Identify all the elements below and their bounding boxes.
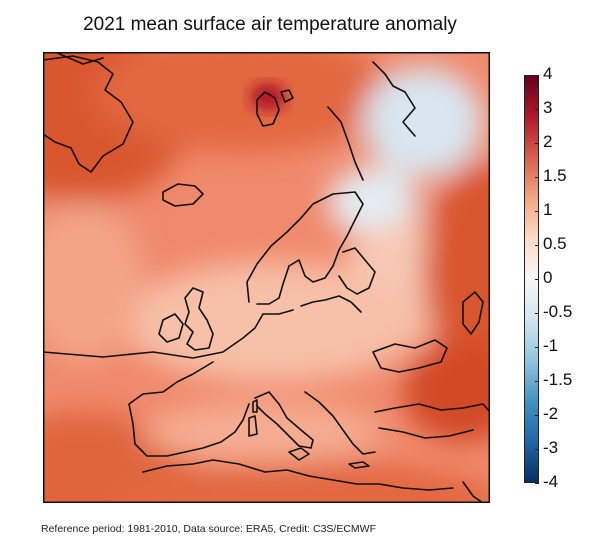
coastline-corsica (252, 399, 258, 413)
map-frame (43, 52, 490, 503)
colorbar-tick-mark (535, 109, 539, 110)
coastline-svalbard-east (280, 89, 294, 103)
coastline-sardinia (248, 415, 258, 437)
colorbar-tick-label: -3 (543, 438, 559, 457)
anomaly-patch-cool-north (363, 67, 483, 177)
colorbar-tick-mark (535, 381, 539, 382)
coastline-north-africa (142, 459, 454, 491)
coastline-caspian (462, 291, 484, 335)
anomaly-patch-hot-south (103, 462, 490, 503)
colorbar-tick-mark (535, 483, 539, 484)
coastline-turkey (374, 403, 490, 413)
colorbar-tick-mark (535, 313, 539, 314)
coastline-great-britain (184, 287, 214, 351)
colorbar-tick-label: -1 (543, 336, 559, 355)
coastline-france-iberia (128, 361, 250, 457)
colorbar-tick-mark (535, 347, 539, 348)
coastline-greenland-north (54, 52, 104, 65)
colorbar-tick-mark (535, 211, 539, 212)
colorbar-tick-label: 0.5 (543, 234, 567, 253)
coastline-black-sea (372, 339, 448, 373)
coastline-balkans (304, 391, 376, 455)
colorbar-tick-label: 0 (543, 268, 553, 287)
colorbar-tick-mark (535, 143, 539, 144)
colorbar-tick-mark (535, 415, 539, 416)
colorbar-tick-mark (535, 449, 539, 450)
coastline-ireland (158, 313, 184, 343)
map-title: 2021 mean surface air temperature anomal… (83, 14, 457, 35)
colorbar-tick-label: 4 (543, 64, 553, 83)
coastline-italy (254, 391, 314, 449)
anomaly-patch-cool-russia (328, 167, 418, 237)
anomaly-patch-mild-atlantic (43, 202, 143, 362)
coastline-arctic-russia (327, 106, 364, 181)
coastline-red-sea (462, 481, 484, 503)
colorbar-tick-mark (535, 75, 539, 76)
colorbar-tick-mark (535, 279, 539, 280)
coastline-scandinavia (246, 191, 364, 305)
coastline-crete (348, 461, 370, 469)
colorbar-tick-mark (535, 177, 539, 178)
coastline-baltic (300, 295, 362, 313)
coastline-arctic-east (372, 61, 416, 137)
colorbar-tick-label: -2 (543, 404, 559, 423)
coastline-iceland (162, 183, 204, 207)
coastline-finland (338, 247, 376, 295)
coastline-svalbard (256, 91, 280, 127)
anomaly-patch-north (93, 52, 393, 152)
anomaly-patch-mild-centre (123, 262, 423, 382)
anomaly-patch-mild-med (143, 402, 383, 462)
coastline-sicily (288, 447, 310, 461)
coastline-turkey-south (378, 427, 474, 439)
colorbar-tick-label: 3 (543, 98, 553, 117)
colorbar-tick-label: 1 (543, 200, 553, 219)
colorbar-tick-label: -1.5 (543, 370, 573, 389)
anomaly-patch-hot-east (423, 162, 490, 382)
colorbar-tick-label: 2 (543, 132, 553, 151)
colorbar-tick-label: 1.5 (543, 166, 567, 185)
map-footer: Reference period: 1981-2010, Data source… (41, 523, 376, 535)
coastline-continent-west (43, 309, 294, 359)
colorbar-tick-label: -0.5 (543, 302, 573, 321)
anomaly-patch-svalbard-hot (250, 83, 286, 111)
colorbar-tick-mark (535, 245, 539, 246)
coastline-greenland (43, 55, 134, 173)
colorbar-tick-label: -4 (543, 472, 559, 491)
anomaly-map (43, 52, 490, 503)
